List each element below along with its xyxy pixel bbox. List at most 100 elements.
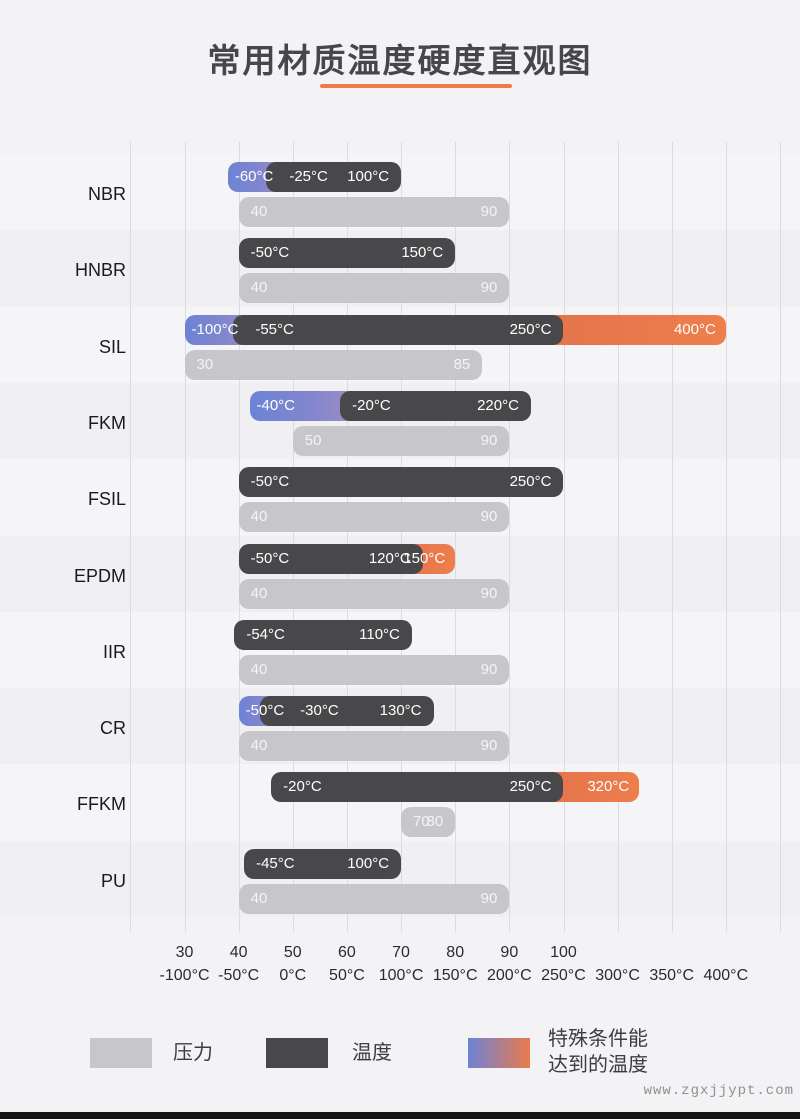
material-label: EPDM (73, 565, 126, 586)
temp-low-label: -20°C (352, 396, 391, 414)
temperature-bar (244, 848, 402, 879)
temperature-tick-label: -100°C (159, 967, 210, 984)
temperature-bar (238, 238, 456, 269)
temp-low-label: -54°C (246, 625, 285, 643)
gridline (617, 142, 619, 932)
temperature-bar (265, 162, 402, 192)
pressure-min-label: 40 (250, 508, 268, 526)
temperature-tick-label: 100°C (378, 967, 424, 984)
temp-high-label: 220°C (477, 396, 519, 414)
pressure-bar (238, 654, 510, 685)
gridline (130, 142, 132, 932)
pressure-max-label: 85 (453, 355, 471, 373)
temp-high-label: 100°C (347, 168, 390, 185)
temp-high-label: 110°C (359, 625, 400, 643)
pressure-min-label: 30 (196, 355, 214, 373)
hardness-tick-label: 40 (229, 944, 248, 961)
hardness-tick-label: 30 (175, 944, 194, 961)
temperature-tick-label: 350°C (649, 967, 694, 984)
temperature-bar (238, 467, 564, 498)
pressure-max-label: 90 (480, 279, 498, 297)
gridline (725, 142, 727, 932)
temperature-bar (233, 314, 564, 345)
pressure-bar (238, 578, 510, 609)
temp-high-label: 150°C (401, 244, 444, 262)
special-low-temp-label: -50°C (245, 702, 285, 720)
hardness-tick-label: 70 (392, 944, 410, 961)
special-low-temp-label: -100°C (191, 320, 239, 338)
pressure-bar (184, 349, 483, 380)
gridline (563, 142, 565, 932)
temperature-tick-label: 400°C (703, 967, 749, 984)
hardness-tick-label: 100 (550, 944, 577, 961)
pressure-bar (401, 807, 456, 838)
gridline (292, 142, 294, 932)
pressure-min-label: 40 (250, 889, 268, 907)
legend-label-pressure: 压力 (173, 1042, 213, 1064)
pressure-min-label: 40 (250, 279, 268, 297)
pressure-bar (238, 883, 510, 914)
temperature-tick-label: 0°C (279, 967, 307, 984)
pressure-min-label: 40 (250, 737, 268, 755)
legend-swatch-special (468, 1038, 530, 1068)
pressure-bar (238, 273, 510, 304)
material-label: HNBR (74, 260, 126, 281)
temp-high-label: 250°C (509, 778, 552, 796)
temperature-tick-label: 300°C (595, 967, 640, 984)
pressure-min-label: 40 (250, 203, 268, 220)
legend-swatch-temperature (266, 1038, 328, 1068)
temperature-tick-label: -50°C (218, 967, 260, 984)
pressure-max-label: 90 (480, 203, 498, 220)
watermark-url: www.zgxjjypt.com (643, 1083, 794, 1099)
pressure-bar (238, 731, 510, 762)
pressure-bar (292, 425, 510, 456)
hardness-tick-label: 90 (500, 944, 519, 961)
material-label: NBR (87, 184, 126, 204)
pressure-max-label: 90 (480, 737, 498, 755)
gridline (401, 142, 403, 932)
gridline (671, 142, 673, 932)
material-label: IIR (102, 641, 126, 662)
temperature-tick-label: 150°C (432, 967, 478, 984)
temperature-bar (340, 390, 531, 421)
temp-high-label: 250°C (509, 320, 552, 338)
temperature-tick-label: 250°C (541, 967, 586, 984)
gridline (184, 142, 186, 932)
legend-label-temperature: 温度 (352, 1042, 392, 1064)
pressure-bar (238, 502, 510, 533)
temp-high-label: 100°C (347, 854, 390, 872)
pressure-min-label: 40 (250, 584, 268, 602)
pressure-min-label: 50 (304, 431, 322, 449)
temp-high-label: 250°C (509, 473, 552, 491)
pressure-min-label: 40 (250, 660, 268, 678)
gridline (346, 142, 348, 932)
temperature-tick-label: 50°C (329, 967, 365, 984)
material-label: FSIL (87, 489, 126, 510)
temp-low-label: -30°C (300, 702, 339, 720)
gridline (238, 142, 240, 932)
page-title: 常用材质温度硬度直观图 (207, 42, 593, 79)
temperature-bar (271, 772, 564, 803)
gridline (509, 142, 511, 932)
legend-swatch-pressure (90, 1038, 152, 1068)
bottom-divider-bar (0, 1112, 800, 1119)
pressure-max-label: 90 (480, 431, 498, 449)
material-label: PU (100, 870, 126, 891)
special-high-temperature-segment (541, 314, 726, 345)
special-high-temp-label: 400°C (673, 320, 716, 338)
pressure-max-label: 90 (480, 508, 498, 526)
pressure-max-label: 90 (480, 889, 498, 907)
legend-label-special: 特殊条件能 达到的温度 (548, 1028, 648, 1076)
pressure-bar (238, 197, 510, 227)
pressure-max-label: 90 (480, 660, 498, 678)
hardness-tick-label: 60 (338, 944, 356, 961)
special-low-temp-label: -60°C (234, 168, 274, 185)
gridline (780, 142, 782, 932)
temp-low-label: -55°C (255, 320, 294, 338)
pressure-max-label: 80 (426, 813, 444, 831)
special-high-temp-label: 320°C (587, 778, 630, 796)
title-underline (320, 84, 512, 88)
temp-high-label: 120°C (368, 549, 411, 567)
pressure-max-label: 90 (480, 584, 498, 602)
